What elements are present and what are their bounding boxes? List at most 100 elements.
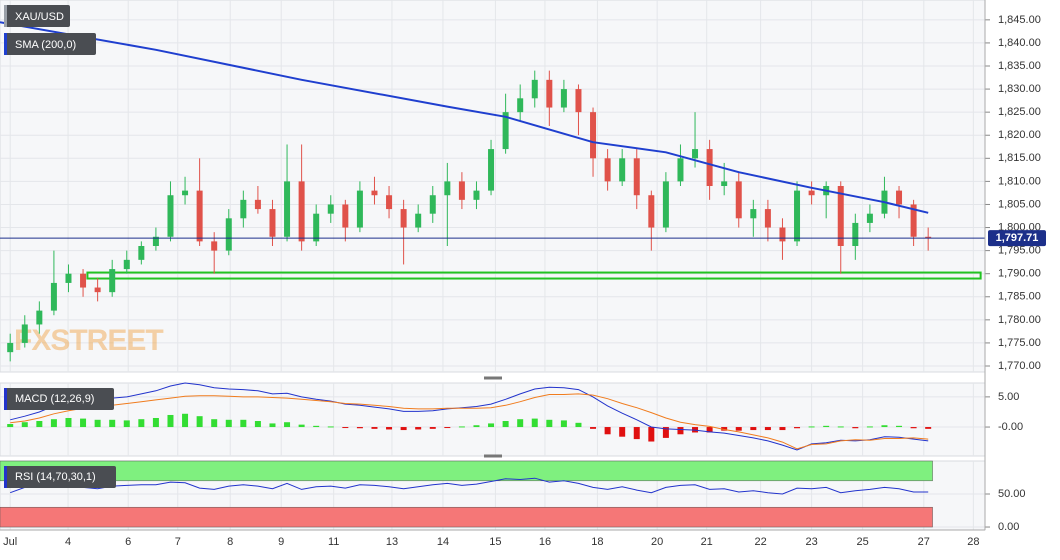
x-tick-label: 6: [125, 536, 131, 548]
histogram-bar: [400, 427, 407, 431]
histogram-bar: [546, 419, 553, 428]
candle-body: [458, 181, 465, 200]
candle-body: [896, 190, 903, 205]
y-tick-label: 1,780.00: [998, 314, 1041, 326]
x-tick-label: 14: [437, 536, 449, 548]
x-tick-label: 25: [856, 536, 868, 548]
indicator-box: [4, 466, 116, 488]
histogram-bar: [429, 427, 436, 429]
candle-body: [866, 213, 873, 223]
histogram-bar: [50, 419, 57, 428]
histogram-bar: [706, 427, 713, 433]
candle-body: [138, 246, 145, 260]
y-tick-label: 1,840.00: [998, 37, 1041, 49]
histogram-bar: [415, 427, 422, 430]
histogram-bar: [488, 423, 495, 428]
x-tick-label: Jul: [3, 536, 17, 548]
candle-body: [837, 186, 844, 246]
sma-box: [4, 33, 96, 55]
candle-body: [21, 324, 28, 343]
histogram-bar: [167, 414, 174, 428]
candle-body: [619, 158, 626, 182]
x-tick-label: 18: [591, 536, 603, 548]
candle-body: [517, 98, 524, 113]
x-tick-label: 27: [918, 536, 930, 548]
symbol-stripe: [4, 5, 7, 27]
histogram-bar: [473, 425, 480, 428]
candle-body: [808, 190, 815, 196]
histogram-bar: [881, 425, 888, 428]
histogram-bar: [225, 419, 232, 428]
macd-line: [10, 393, 929, 450]
x-tick-label: 22: [754, 536, 766, 548]
indicator-label: MACD (12,26,9): [15, 393, 94, 405]
histogram-bar: [36, 421, 43, 428]
histogram-bar: [182, 413, 189, 428]
candle-body: [910, 204, 917, 237]
histogram-bar: [896, 425, 903, 428]
x-tick-label: 28: [967, 536, 979, 548]
histogram-bar: [779, 427, 786, 431]
x-tick-label: 21: [701, 536, 713, 548]
histogram-bar: [590, 427, 597, 429]
y-tick-label: 50.00: [998, 488, 1026, 500]
candle-body: [662, 181, 669, 228]
histogram-bar: [152, 417, 159, 428]
histogram-bar: [764, 427, 771, 431]
candle-body: [604, 158, 611, 182]
histogram-bar: [502, 421, 509, 428]
indicator-stripe: [4, 466, 7, 488]
histogram-bar: [138, 419, 145, 428]
y-tick-label: 0.00: [998, 521, 1019, 533]
candle-body: [36, 310, 43, 325]
candle-body: [225, 218, 232, 251]
candle-body: [473, 190, 480, 200]
rsi-band: [0, 460, 933, 482]
y-tick-label: 1,775.00: [998, 337, 1041, 349]
histogram-bar: [910, 427, 917, 429]
candle-body: [269, 209, 276, 237]
candle-body: [575, 89, 582, 113]
y-tick-label: 1,820.00: [998, 129, 1041, 141]
candle-body: [764, 209, 771, 228]
candle-body: [386, 195, 393, 210]
histogram-bar: [7, 424, 14, 428]
candle-body: [677, 158, 684, 182]
candle-body: [925, 236, 932, 239]
candle-body: [502, 112, 509, 150]
histogram-bar: [575, 422, 582, 428]
y-tick-label: 1,810.00: [998, 175, 1041, 187]
histogram-bar: [313, 425, 320, 428]
candle-body: [254, 199, 261, 210]
histogram-bar: [517, 419, 524, 428]
y-tick-label: 1,790.00: [998, 268, 1041, 280]
candle-body: [182, 190, 189, 196]
indicator-box: [4, 388, 114, 410]
candle-body: [123, 259, 130, 270]
y-tick-label: 1,815.00: [998, 152, 1041, 164]
candle-body: [211, 241, 218, 251]
histogram-bar: [65, 417, 72, 428]
candle-body: [590, 112, 597, 159]
histogram-bar: [298, 424, 305, 428]
y-tick-label: 1,830.00: [998, 83, 1041, 95]
histogram-bar: [735, 427, 742, 431]
candle-body: [488, 149, 495, 191]
sma-label: SMA (200,0): [15, 39, 76, 51]
x-tick-label: 11: [328, 536, 339, 548]
sma-stripe: [4, 33, 7, 55]
candle-body: [648, 195, 655, 228]
histogram-bar: [866, 426, 873, 428]
candle-body: [633, 158, 640, 196]
candle-body: [152, 236, 159, 246]
x-tick-label: 13: [386, 536, 398, 548]
histogram-bar: [925, 427, 932, 429]
candle-body: [109, 269, 116, 293]
histogram-bar: [342, 427, 349, 429]
candle-body: [779, 227, 786, 242]
symbol-box: [4, 5, 70, 27]
histogram-bar: [444, 427, 451, 429]
histogram-bar: [94, 419, 101, 428]
candle-body: [356, 190, 363, 228]
candle-body: [327, 204, 334, 214]
